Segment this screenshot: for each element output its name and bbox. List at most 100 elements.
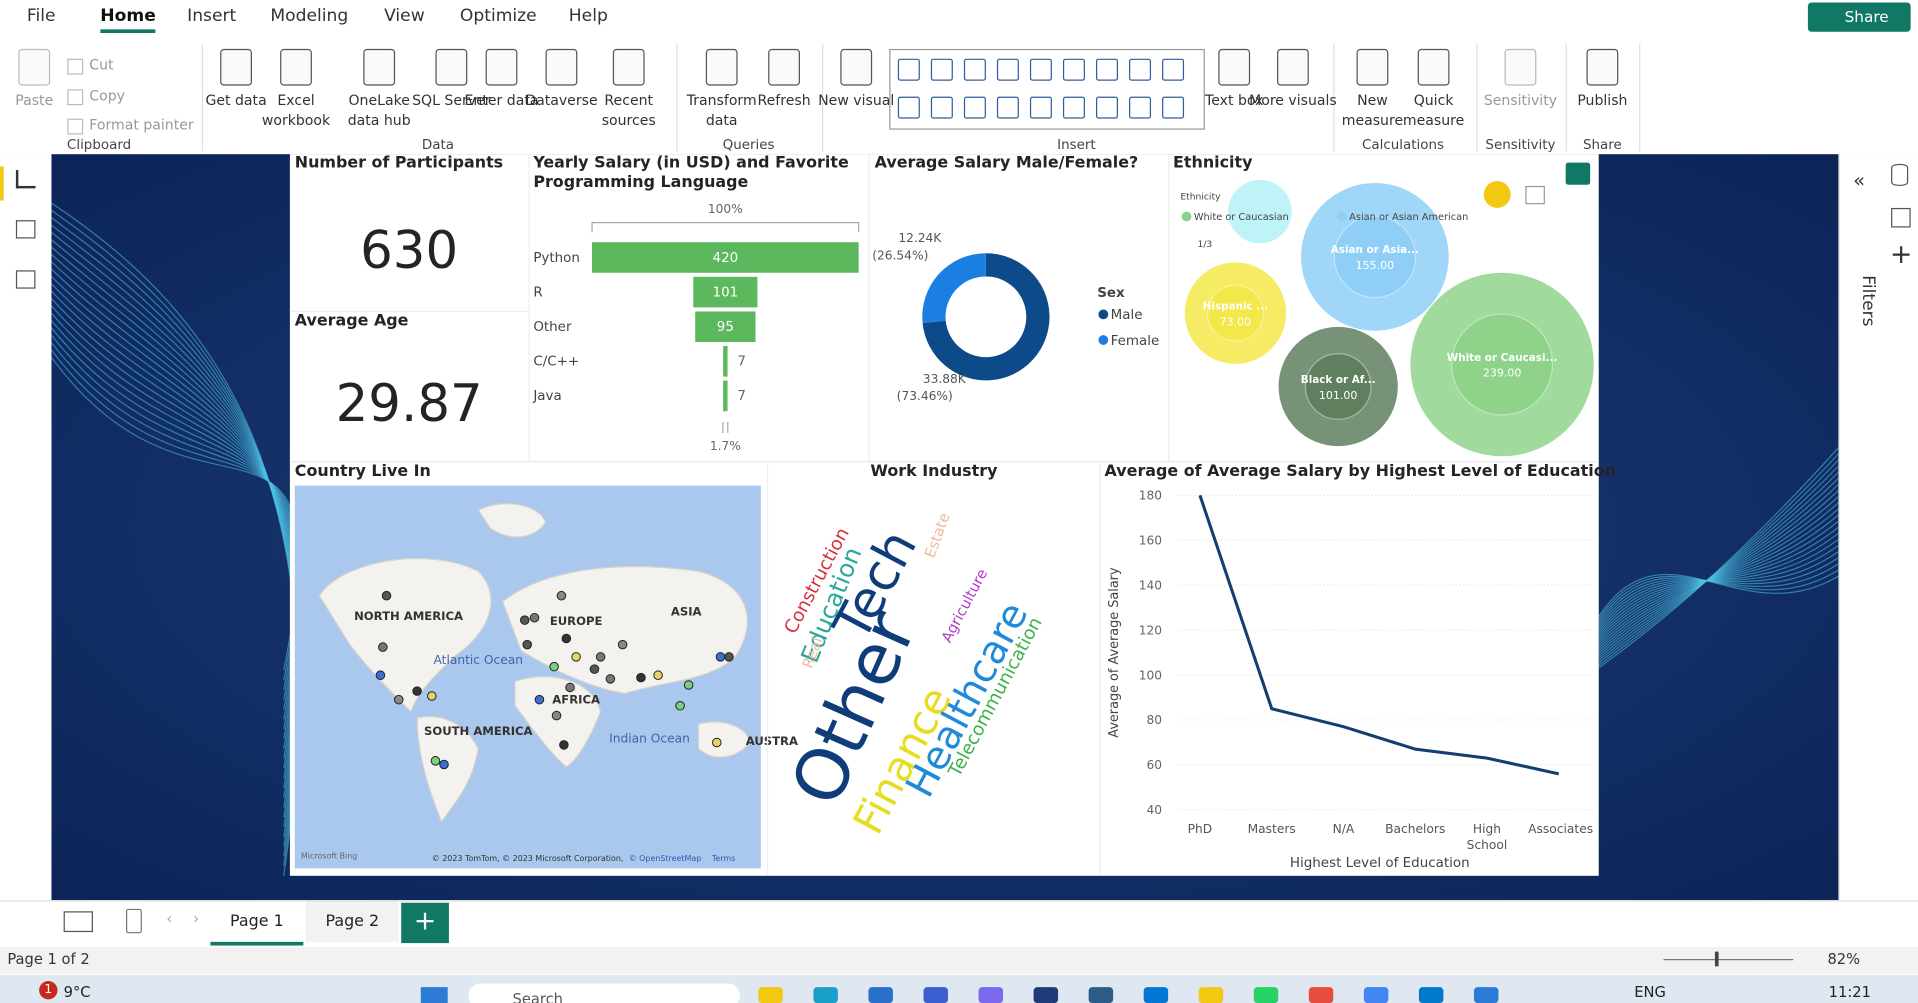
taskbar-app[interactable] (1088, 987, 1114, 1003)
ribbon-button[interactable]: Refresh (757, 91, 811, 109)
filters-tab[interactable]: Filters (1840, 262, 1884, 348)
page-tab[interactable]: Page 1 (210, 901, 304, 946)
gallery-icon[interactable] (1162, 58, 1185, 81)
taskbar-app[interactable] (1363, 987, 1389, 1003)
ribbon-button[interactable]: Recent sources (601, 91, 656, 129)
word-cloud: ConstructionEducationRealEstateTechOther… (775, 511, 1047, 842)
donut-slice (922, 253, 1050, 381)
menu-item[interactable]: Home (100, 6, 156, 34)
clock[interactable]: 11:21 (1828, 983, 1871, 1001)
prev-page[interactable]: ‹ (166, 910, 173, 928)
funnel-top-bracket (591, 222, 860, 233)
ribbon-button[interactable]: Transform data (686, 91, 757, 129)
zoom-thumb[interactable] (1714, 951, 1719, 967)
taskbar-app[interactable] (1418, 987, 1444, 1003)
gallery-icon[interactable] (1162, 96, 1185, 119)
table-icon[interactable] (1525, 185, 1545, 205)
gallery-icon[interactable] (930, 58, 953, 81)
ribbon-small-button[interactable]: Format painter (89, 116, 194, 134)
ribbon-button[interactable]: New visual (818, 91, 895, 109)
mobile-layout-icon[interactable] (125, 908, 142, 934)
ribbon-small-button[interactable]: Cut (89, 56, 114, 74)
funnel-bar (695, 311, 756, 343)
ribbon-button[interactable]: Dataverse (525, 91, 598, 109)
ribbon-small-button[interactable]: Copy (89, 86, 125, 104)
menu-item[interactable]: Insert (187, 6, 237, 26)
funnel-value-label: 95 (717, 320, 734, 335)
gallery-icon[interactable] (1029, 96, 1052, 119)
next-page[interactable]: › (193, 910, 200, 928)
ribbon-button[interactable]: Quick measure (1402, 91, 1465, 129)
gallery-icon[interactable] (1129, 58, 1152, 81)
gallery-icon[interactable] (996, 58, 1019, 81)
taskbar-app[interactable] (1308, 987, 1334, 1003)
taskbar-app[interactable] (978, 987, 1004, 1003)
model-view-icon[interactable] (15, 270, 36, 289)
table-view-icon[interactable] (15, 220, 36, 239)
gallery-icon[interactable] (963, 58, 986, 81)
taskbar-app[interactable] (1198, 987, 1224, 1003)
taskbar-app[interactable] (1253, 987, 1279, 1003)
zoom-slider[interactable] (1663, 958, 1794, 961)
menu-item[interactable]: Help (568, 6, 608, 26)
collapse-icon[interactable]: « (1853, 168, 1866, 193)
menu-item[interactable]: Optimize (459, 6, 537, 26)
gallery-icon[interactable] (1095, 96, 1119, 119)
gallery-icon[interactable] (897, 58, 920, 81)
tabs: Page 1 Page 2 (210, 901, 455, 946)
gallery-icon[interactable] (897, 96, 920, 119)
ribbon-button[interactable]: OneLake data hub (347, 91, 411, 129)
ribbon-button[interactable]: Text box (1205, 91, 1264, 109)
taskbar-app[interactable] (1143, 987, 1169, 1003)
ribbon-button[interactable]: Paste (15, 91, 54, 109)
gallery-icon[interactable] (963, 96, 986, 119)
page-tabs-bar: ‹ › Page 1 Page 2 + (0, 900, 1918, 948)
ribbon-button[interactable]: New measure (1341, 91, 1404, 129)
taskbar-app[interactable] (868, 987, 893, 1003)
menu-item[interactable]: View (384, 6, 425, 26)
visual-gallery[interactable] (889, 48, 1205, 130)
desktop-layout-icon[interactable] (63, 911, 93, 933)
gallery-icon[interactable] (930, 96, 953, 119)
language[interactable]: ENG (1634, 983, 1666, 1001)
gallery-icon[interactable] (996, 96, 1019, 119)
edit-icon[interactable] (1483, 181, 1511, 208)
taskbar-app[interactable] (758, 987, 783, 1003)
bubble-value-label: 101.00 (1319, 389, 1358, 402)
visualizations-icon[interactable] (1891, 207, 1911, 228)
ribbon-button[interactable]: Enter data (464, 91, 539, 109)
share-button[interactable]: Share (1807, 2, 1911, 32)
ribbon-button[interactable]: SQL Server (412, 91, 491, 109)
comment-icon[interactable] (1565, 162, 1591, 185)
ribbon-button[interactable]: Excel workbook (261, 91, 331, 129)
gallery-icon[interactable] (1062, 96, 1085, 119)
ribbon-button[interactable]: More visuals (1249, 91, 1337, 109)
menu-item[interactable]: Modeling (270, 6, 349, 26)
add-pane-icon[interactable]: + (1889, 239, 1913, 271)
gallery-icon[interactable] (1129, 96, 1152, 119)
funnel-chart: 100% Python 420 R 101 Other 95 C/C++ 7 Java 7 1.7% (532, 202, 860, 453)
menu-item[interactable]: File (26, 6, 56, 26)
data-pane-icon[interactable] (1891, 163, 1909, 186)
taskbar-app[interactable] (1033, 987, 1059, 1003)
ribbon-button[interactable]: Sensitivity (1483, 91, 1558, 109)
ribbon-button[interactable]: Publish (1577, 91, 1628, 109)
start-button[interactable] (420, 987, 448, 1003)
page-tab[interactable]: Page 2 (305, 901, 399, 942)
selected-bubble (1228, 179, 1292, 244)
new-page-button[interactable]: + (401, 902, 449, 944)
search-box[interactable]: Search (468, 983, 741, 1003)
gallery-icon[interactable] (1062, 58, 1085, 81)
map-point (561, 633, 572, 644)
weather[interactable]: 9°C (63, 983, 91, 1001)
ribbon-button[interactable]: Get data (205, 91, 267, 109)
ribbon-separator (821, 44, 824, 152)
ribbon-separator (1565, 44, 1567, 152)
gallery-icon[interactable] (1095, 58, 1119, 81)
gallery-icon[interactable] (1029, 58, 1052, 81)
taskbar-app[interactable] (813, 987, 838, 1003)
funnel-category: R (533, 285, 542, 300)
taskbar-app[interactable] (923, 987, 948, 1003)
report-view-icon[interactable] (15, 170, 36, 189)
taskbar-app[interactable] (1473, 987, 1499, 1003)
